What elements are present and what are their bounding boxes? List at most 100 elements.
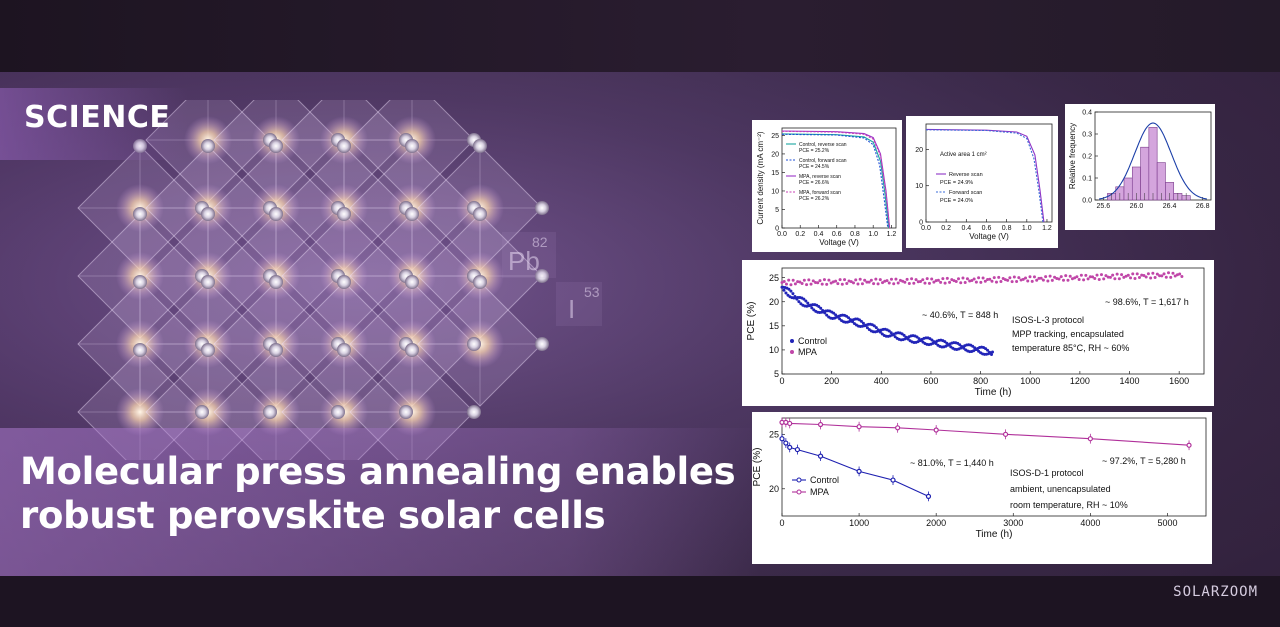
stability-point bbox=[794, 446, 801, 453]
stability-point bbox=[817, 421, 824, 428]
stability-point bbox=[783, 440, 789, 446]
control-point bbox=[893, 335, 897, 339]
control-point bbox=[819, 306, 823, 310]
x-tick-label: 0.2 bbox=[795, 231, 805, 238]
control-point bbox=[906, 337, 910, 341]
mpa-point bbox=[927, 281, 931, 285]
y-tick-label: 20 bbox=[769, 297, 779, 307]
legend-control-marker bbox=[796, 477, 802, 483]
y-tick-label: 15 bbox=[769, 321, 779, 331]
mpa-point bbox=[1091, 275, 1095, 279]
mpa-point bbox=[858, 277, 862, 281]
legend-control-label: Control bbox=[810, 475, 839, 485]
mpa-point bbox=[1131, 272, 1135, 276]
y-tick-label: 5 bbox=[775, 207, 779, 214]
control-point bbox=[984, 347, 988, 351]
jv-curve bbox=[781, 130, 891, 229]
x-tick-label: 1.2 bbox=[1042, 225, 1052, 232]
mpa-point bbox=[1097, 277, 1101, 281]
control-point bbox=[930, 338, 934, 342]
mpa-point bbox=[874, 277, 878, 281]
plot-frame bbox=[925, 123, 1053, 223]
mpa-point bbox=[854, 278, 858, 282]
mpa-point bbox=[793, 282, 797, 286]
mpa-point bbox=[972, 277, 976, 281]
mpa-point bbox=[986, 278, 990, 282]
mpa-point bbox=[1030, 279, 1034, 283]
x-tick-label: 0.4 bbox=[814, 231, 824, 238]
mpa-point bbox=[1012, 275, 1016, 279]
y-tick-label: 10 bbox=[771, 188, 779, 195]
y-axis-label: Relative frequency bbox=[1068, 123, 1077, 189]
headline-line-2: robust perovskite solar cells bbox=[20, 493, 606, 537]
jv-legend-label: MPA, forward scan bbox=[799, 190, 841, 196]
iodide-atom bbox=[201, 139, 215, 153]
mpa-point bbox=[1117, 277, 1121, 281]
x-tick-label: 0.2 bbox=[941, 225, 951, 232]
jv-pce-annotation: PCE = 26.2% bbox=[799, 196, 830, 202]
control-point bbox=[861, 321, 865, 325]
y-tick-label: 20 bbox=[771, 151, 779, 158]
mpa-point bbox=[860, 282, 864, 286]
mpa-point bbox=[1039, 276, 1043, 280]
histogram-bar bbox=[1140, 146, 1150, 201]
legend-control-marker bbox=[790, 339, 794, 343]
plot-frame bbox=[781, 127, 897, 229]
stability-line bbox=[782, 421, 1190, 446]
mpa-point bbox=[994, 280, 998, 284]
iodide-atom bbox=[467, 405, 481, 419]
stability-point bbox=[1087, 436, 1093, 442]
perovskite-crystal-illustration bbox=[77, 100, 549, 460]
control-point bbox=[810, 306, 814, 310]
mpa-point bbox=[1079, 273, 1083, 277]
mpa-point bbox=[1046, 279, 1050, 283]
mpa-point bbox=[1115, 272, 1119, 276]
stability-point bbox=[787, 420, 793, 427]
element-symbol: Pb bbox=[508, 246, 540, 276]
jv-large-legend-label: Reverse scan bbox=[949, 172, 983, 178]
mpa-point bbox=[956, 277, 960, 281]
mpa-point bbox=[912, 281, 916, 285]
mpa-point bbox=[903, 280, 907, 284]
jv-curve bbox=[781, 133, 889, 229]
control-point bbox=[838, 317, 842, 321]
mpa-point bbox=[1158, 274, 1162, 278]
mpa-point bbox=[988, 277, 992, 281]
y-tick-label: 20 bbox=[769, 484, 779, 494]
iodide-atom bbox=[405, 275, 419, 289]
mpa-point bbox=[825, 282, 829, 286]
x-tick-label: 1600 bbox=[1169, 376, 1189, 386]
mpa-point bbox=[907, 282, 911, 286]
mpa-point bbox=[1057, 277, 1061, 281]
control-point bbox=[872, 324, 876, 328]
iodide-atom bbox=[473, 139, 487, 153]
headline-line-1: Molecular press annealing enables bbox=[20, 450, 736, 493]
stability-point bbox=[856, 468, 862, 474]
mpa-point bbox=[1142, 274, 1146, 278]
mpa-point bbox=[1026, 279, 1030, 283]
mpa-point bbox=[827, 278, 831, 282]
x-tick-label: 800 bbox=[973, 376, 988, 386]
mpa-point bbox=[809, 282, 813, 286]
legend-mpa-label: MPA bbox=[810, 487, 829, 497]
mpa-point bbox=[1099, 273, 1103, 277]
mpa-point bbox=[1028, 275, 1032, 279]
mpa-point bbox=[997, 275, 1001, 279]
mpa-point bbox=[834, 279, 838, 283]
iodide-atom bbox=[535, 201, 549, 215]
iodide-atom bbox=[473, 207, 487, 221]
mpa-point bbox=[970, 279, 974, 283]
jv-pce-annotation: PCE = 25.2% bbox=[799, 148, 830, 154]
mpa-point bbox=[1064, 274, 1068, 278]
mpa-point bbox=[1173, 274, 1177, 278]
mpa-point bbox=[791, 278, 795, 282]
mpa-point bbox=[802, 278, 806, 282]
element-tile-i: 53 I bbox=[556, 282, 602, 326]
y-tick-label: 25 bbox=[769, 273, 779, 283]
mpa-point bbox=[1095, 273, 1099, 277]
mpa-point bbox=[840, 282, 844, 286]
mpa-point bbox=[1122, 275, 1126, 279]
iodide-atom bbox=[405, 207, 419, 221]
mpa-point bbox=[1075, 275, 1079, 279]
